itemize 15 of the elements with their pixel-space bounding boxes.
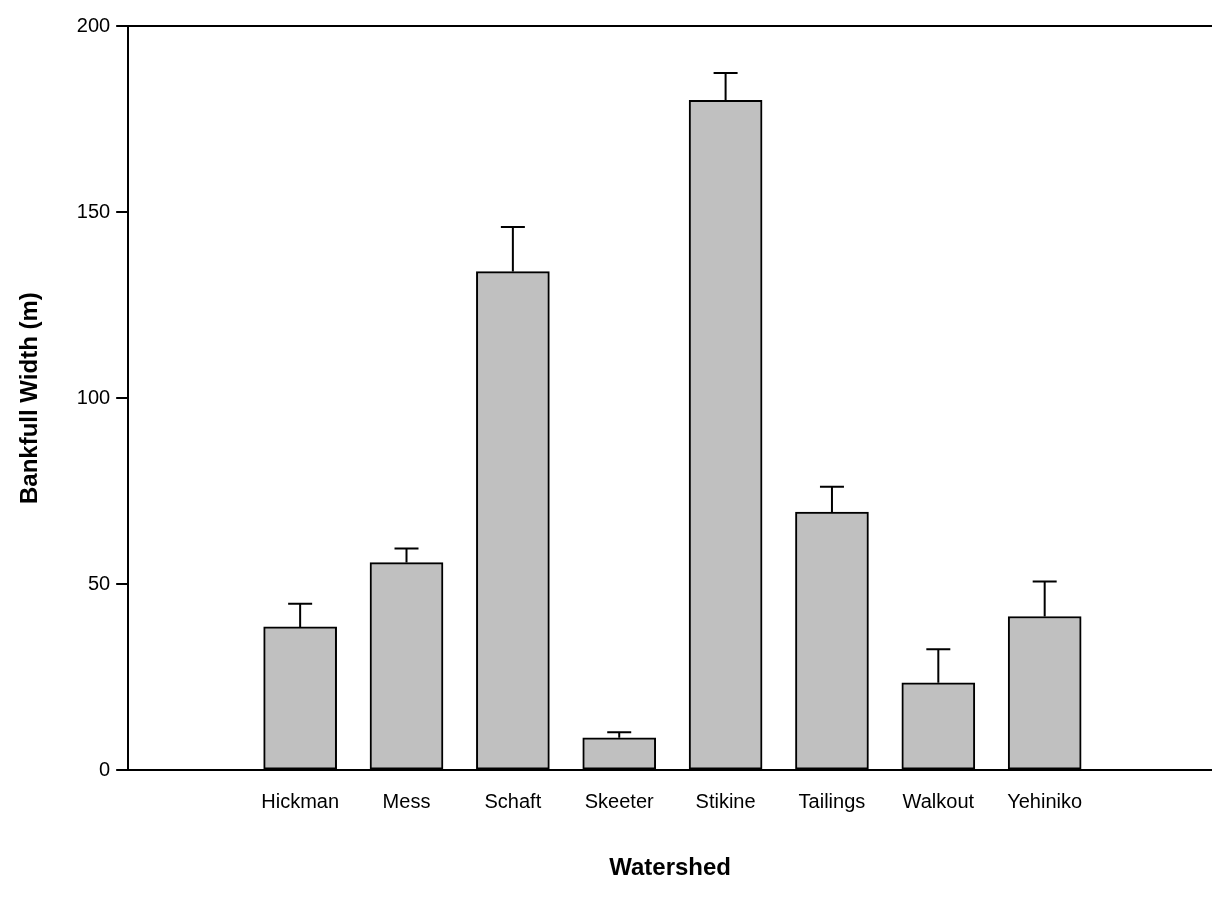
x-tick-label: Hickman	[261, 789, 340, 812]
x-tick-label: Walkout	[902, 789, 975, 812]
x-tick-label: Yehiniko	[1007, 789, 1083, 812]
y-tick-label: 50	[87, 571, 111, 594]
x-tick-label: Tailings	[798, 789, 866, 812]
y-tick-label: 150	[76, 199, 111, 222]
y-tick-label: 200	[76, 13, 111, 36]
x-axis-title: Watershed	[609, 853, 731, 881]
x-tick-label: Mess	[382, 789, 431, 812]
x-tick-label: Skeeter	[584, 789, 655, 812]
x-tick-label: Stikine	[695, 789, 756, 812]
x-tick-label: Schaft	[484, 789, 542, 812]
y-tick-label: 0	[99, 757, 111, 780]
y-tick-label: 100	[76, 385, 111, 408]
y-axis-title: Bankfull Width (m)	[15, 292, 43, 504]
